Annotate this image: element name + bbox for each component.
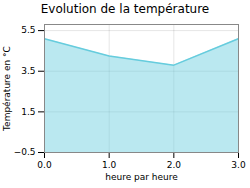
- svg-text:1.0: 1.0: [102, 160, 117, 170]
- svg-text:5.5: 5.5: [21, 25, 35, 35]
- svg-text:heure par heure: heure par heure: [105, 172, 178, 182]
- svg-text:2.0: 2.0: [167, 160, 182, 170]
- svg-text:3.0: 3.0: [231, 160, 246, 170]
- svg-text:3.5: 3.5: [21, 66, 35, 76]
- svg-text:1.5: 1.5: [21, 107, 35, 117]
- html-text:Evolution de la température: Evolution de la température: [40, 2, 210, 16]
- svg-text:−0.5: −0.5: [14, 147, 36, 157]
- svg-text:Température en °C: Température en °C: [2, 46, 12, 132]
- svg-text:0.0: 0.0: [37, 160, 52, 170]
